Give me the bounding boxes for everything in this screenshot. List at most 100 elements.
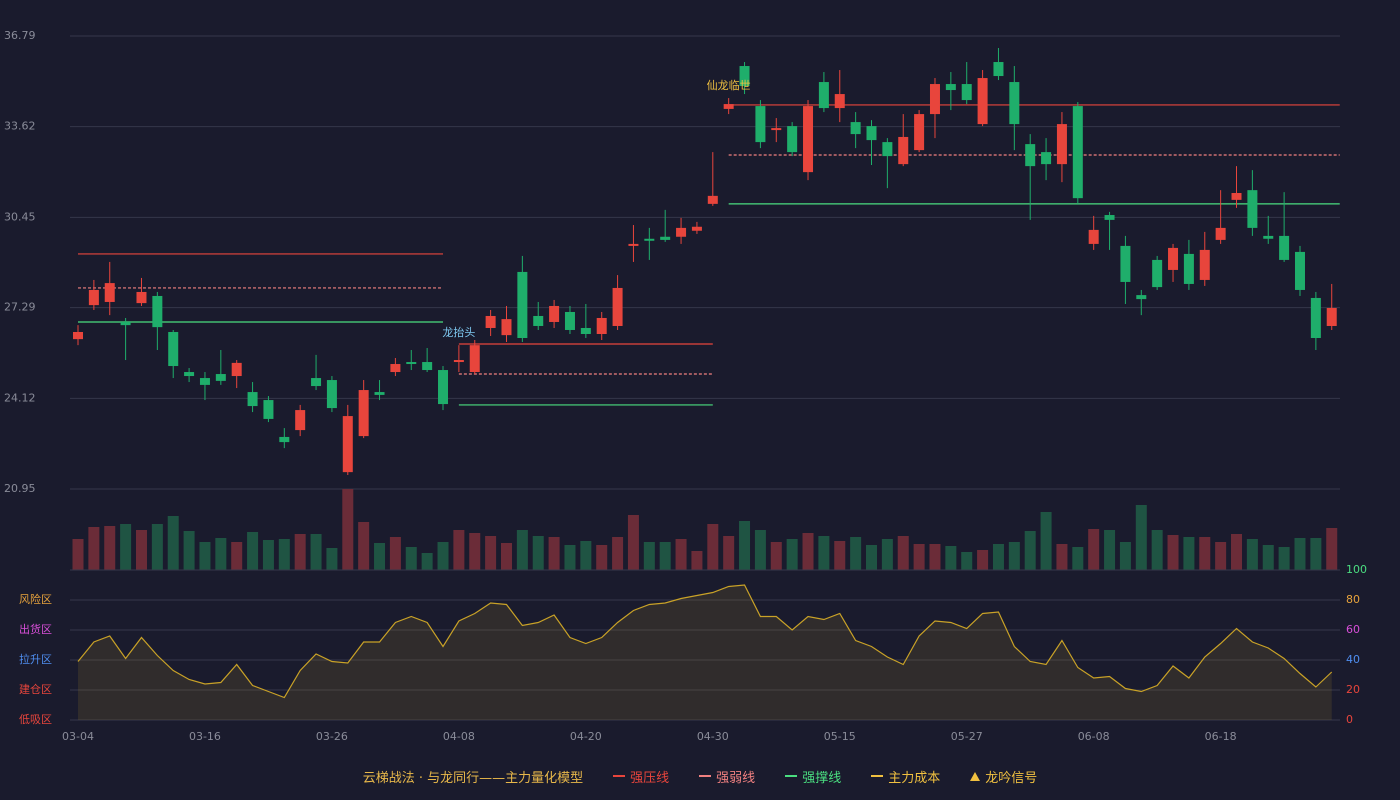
volume-bar [1278,547,1290,570]
volume-bar [310,534,322,570]
volume-bar [1215,542,1227,570]
legend-label: 强压线 [630,770,670,786]
candle-body [914,114,925,151]
legend-swatch [785,775,798,777]
candle-body [771,128,782,131]
volume-bar [453,530,465,570]
candle-body [247,392,258,407]
candle-body [469,345,480,373]
candle-body [1088,229,1099,244]
candle-body [501,319,512,336]
candle-body [533,315,544,326]
volume-bar [389,537,401,570]
candle-body [326,380,337,409]
candle-body [1136,295,1147,300]
volume-bar [881,539,893,570]
y-tick-label: 33.62 [4,120,36,133]
candle-body [929,84,940,115]
x-tick-label: 04-20 [570,730,602,743]
volume-bar [707,524,719,570]
zone-label: 拉升区 [19,652,52,666]
candle-body [1183,253,1194,284]
volume-bar [1040,512,1052,570]
x-tick-label: 06-08 [1078,730,1110,743]
legend-label: 强弱线 [716,770,756,786]
volume-bar [278,539,290,570]
volume-bar [358,522,370,570]
indicator-tick-label: 40 [1346,653,1360,666]
x-tick-label: 05-15 [824,730,856,743]
volume-bar [1119,542,1131,570]
volume-bar [850,537,862,570]
candle-body [993,62,1004,77]
candle-body [676,227,687,237]
legend-swatch [613,775,626,777]
volume-bar [1246,539,1258,570]
candle-body [485,315,496,328]
candle-body [644,238,655,241]
candle-body [755,106,766,143]
legend-item: 主力成本 [871,767,940,786]
volume-bar [294,534,306,570]
volume-bar [659,542,671,570]
volume-bar [516,530,528,570]
candle-body [342,416,353,473]
volume-bar [1151,530,1163,570]
volume-bar [675,539,687,570]
candle-body [787,126,798,153]
indicator-tick-label: 60 [1346,623,1360,636]
indicator-tick-label: 100 [1346,563,1367,576]
volume-bar [1104,530,1116,570]
volume-bar [1326,528,1338,570]
volume-bar [897,536,909,570]
volume-bar [961,552,973,570]
indicator-tick-label: 80 [1346,593,1360,606]
candle-body [1294,251,1305,290]
volume-bar [1024,531,1036,570]
volume-bar [786,539,798,570]
volume-bar [913,544,925,570]
x-tick-label: 04-30 [697,730,729,743]
volume-bar [342,489,354,570]
candle-body [739,66,750,87]
volume-bar [485,536,497,570]
candle-body [628,243,639,246]
candle-body [1025,144,1036,167]
zone-label: 出货区 [19,622,52,636]
candle-body [882,142,893,157]
volume-bar [1088,529,1100,570]
annotation: 仙龙临世 [707,78,751,92]
volume-bar [1199,537,1211,570]
volume-bar [104,526,116,570]
legend-swatch [699,775,712,777]
candle-body [1326,307,1337,326]
candle-body [1247,190,1258,228]
candle-body [231,362,242,377]
volume-bar [1310,538,1322,570]
volume-bar [596,545,608,570]
legend: 云梯战法 · 与龙同行——主力量化模型 强压线 强弱线 强撑线 主力成本 龙吟信号 [0,766,1400,786]
legend-item: 强压线 [613,767,669,786]
candle-body [453,360,464,363]
x-tick-label: 06-18 [1205,730,1237,743]
volume-bar [834,541,846,570]
candle-body [549,305,560,322]
volume-bar [167,516,179,570]
volume-bar [199,542,211,570]
x-tick-label: 03-04 [62,730,94,743]
candle-body [168,331,179,367]
volume-bar [1072,547,1084,570]
legend-swatch [871,775,884,777]
legend-label: 强撑线 [802,770,842,786]
volume-bar [548,537,560,570]
candle-body [898,136,909,165]
candle-body [945,84,956,91]
candle-body [1310,297,1321,338]
candle-body [1009,82,1020,125]
volume-bar [532,536,544,570]
candle-body [580,327,591,334]
candle-body [358,390,369,437]
x-tick-label: 03-26 [316,730,348,743]
candle-body [803,106,814,173]
volume-bar [374,543,386,570]
